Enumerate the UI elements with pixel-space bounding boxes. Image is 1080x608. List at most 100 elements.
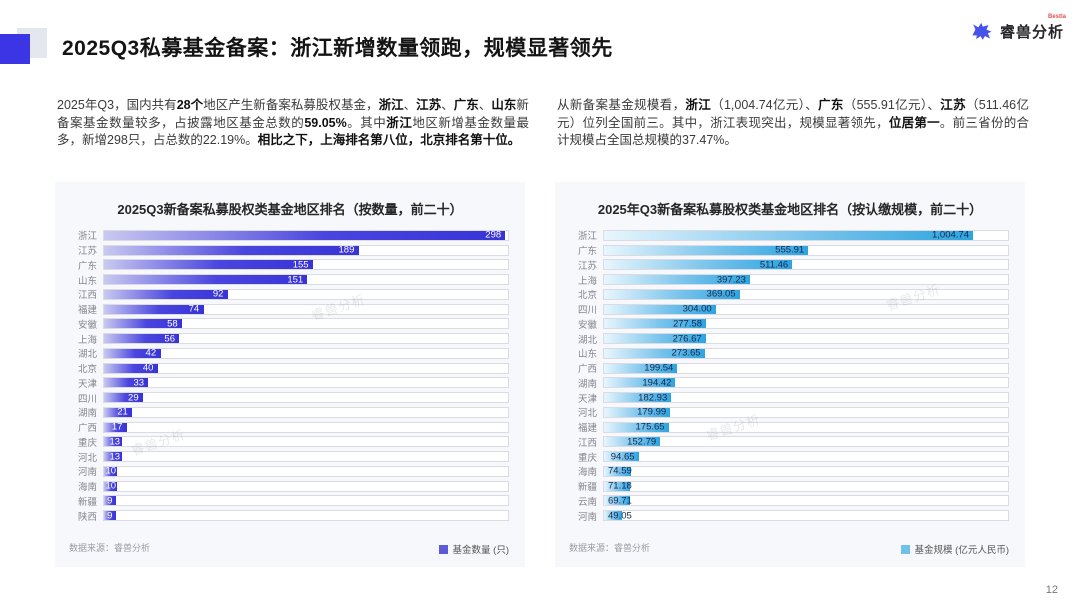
bar-value-label: 194.42 [642,377,672,389]
emphasis-text: 江苏 [416,98,442,112]
bar-fill [104,437,122,447]
bar-value-label: 151 [287,274,304,286]
bar-fill [604,304,716,314]
bar-value-label: 189 [338,244,355,256]
bar-row: 山东 151 [67,272,509,287]
bar-value-label: 13 [109,436,121,448]
bar-fill [604,348,705,358]
bar-fill [604,289,740,299]
bar-row: 四川 29 [67,390,509,405]
chart-card-scale: 2025年Q3新备案私募股权类基金地区排名（按认缴规模，前二十） 浙江 1,004… [555,182,1025,567]
bar-rows: 浙江 298 江苏 189 广东 155 山东 151 江西 92 福建 74 安徽 58 上海 56 湖北 42… [67,228,509,523]
bar-value-label: 9 [107,510,113,522]
bar-fill [604,334,706,344]
bar-fill [104,422,127,432]
bar-fill [104,496,117,506]
bar-row: 福建 175.65 [567,420,1009,435]
bar-fill [604,378,676,388]
bar-track: 304.00 [603,303,1009,315]
bar-fill [104,452,122,462]
bar-value-label: 277.58 [672,318,702,330]
bar-track: 21 [103,406,509,418]
bar-category-label: 广东 [577,246,597,258]
bar-track: 369.05 [603,288,1009,300]
bar-value-label: 304.00 [682,303,712,315]
bar-category-label: 北京 [77,364,97,376]
emphasis-text: 江苏 [940,98,966,112]
bar-category-label: 山东 [577,349,597,361]
bar-category-label: 广东 [77,260,97,272]
bar-category-label: 湖北 [77,349,97,361]
bar-category-label: 陕西 [77,511,97,523]
brand-name: 睿兽分析 Bestla [999,13,1066,41]
bar-value-label: 29 [128,392,139,404]
bar-fill [104,260,313,270]
bar-value-label: 74.59 [608,465,632,477]
bar-track: 58 [103,318,509,330]
bar-fill [104,334,180,344]
bar-row: 河南 10 [67,464,509,479]
bar-track: 273.65 [603,347,1009,359]
bar-fill [604,452,639,462]
bar-track: 397.23 [603,274,1009,286]
bar-row: 湖北 276.67 [567,331,1009,346]
chart-card-count: 2025Q3新备案私募股权类基金地区排名（按数量，前二十） 浙江 298 江苏 189… [55,182,525,567]
bar-row: 广东 555.91 [567,243,1009,258]
intro-paragraph-left: 2025年Q3，国内共有28个地区产生新备案私募股权基金，浙江、江苏、广东、山东… [57,97,529,150]
emphasis-text: 相比之下，上海排名第八位，北京排名第十位。 [257,133,521,147]
chart-title: 2025年Q3新备案私募股权类基金地区排名（按认缴规模，前二十） [597,202,983,217]
body-text: （1,004.74亿元）、 [711,98,819,112]
bar-row: 山东 273.65 [567,346,1009,361]
page-number: 12 [1045,584,1058,596]
bar-fill [104,304,204,314]
bar-value-label: 17 [111,421,123,433]
bar-fill [104,511,117,521]
bar-value-label: 182.93 [638,392,668,404]
bar-row: 安徽 277.58 [567,317,1009,332]
bar-row: 江西 152.79 [567,435,1009,450]
emphasis-text: 28个 [176,98,204,112]
body-text: （555.91亿元）、 [843,98,941,112]
bar-track: 276.67 [603,333,1009,345]
body-text: 2025年Q3，国内共有 [57,98,177,112]
legend-label: 基金规模 (亿元人民币) [914,545,1009,556]
bar-fill [104,230,506,240]
bar-row: 上海 56 [67,331,509,346]
emphasis-text: 广东 [453,98,479,112]
bar-category-label: 江苏 [577,260,597,272]
bar-fill [604,437,661,447]
bar-category-label: 天津 [77,378,97,390]
bar-track: 298 [103,229,509,241]
bar-row: 广西 199.54 [567,361,1009,376]
bar-track: 152.79 [603,436,1009,448]
body-text: 地区产生新备案私募股权基金， [203,98,379,112]
bar-row: 江西 92 [67,287,509,302]
bar-fill [104,393,144,403]
bar-row: 广东 155 [67,258,509,273]
bar-track: 69.71 [603,495,1009,507]
bar-track: 179.99 [603,406,1009,418]
bar-track: 1,004.74 [603,229,1009,241]
intro-paragraph-right: 从新备案基金规模看，浙江（1,004.74亿元）、广东（555.91亿元）、江苏… [557,97,1029,150]
bar-row: 浙江 1,004.74 [567,228,1009,243]
bar-category-label: 河南 [77,467,97,479]
bar-track: 56 [103,333,509,345]
bar-fill [604,319,706,329]
bar-fill [604,230,973,240]
body-text: 、 [441,98,454,112]
bar-value-label: 74 [188,303,200,315]
body-text: 从新备案基金规模看， [557,98,686,112]
bar-value-label: 276.67 [672,333,702,345]
bar-value-label: 555.91 [775,244,805,256]
body-text: 、 [478,98,492,112]
emphasis-text: 浙江 [378,98,404,112]
bar-category-label: 新疆 [77,496,97,508]
bar-value-label: 10 [105,465,117,477]
bar-category-label: 重庆 [77,437,97,449]
bar-track: 277.58 [603,318,1009,330]
bar-category-label: 上海 [577,275,597,287]
bar-fill [604,407,671,417]
bar-category-label: 云南 [577,496,597,508]
bar-row: 陕西 9 [67,508,509,523]
bar-fill [604,393,672,403]
